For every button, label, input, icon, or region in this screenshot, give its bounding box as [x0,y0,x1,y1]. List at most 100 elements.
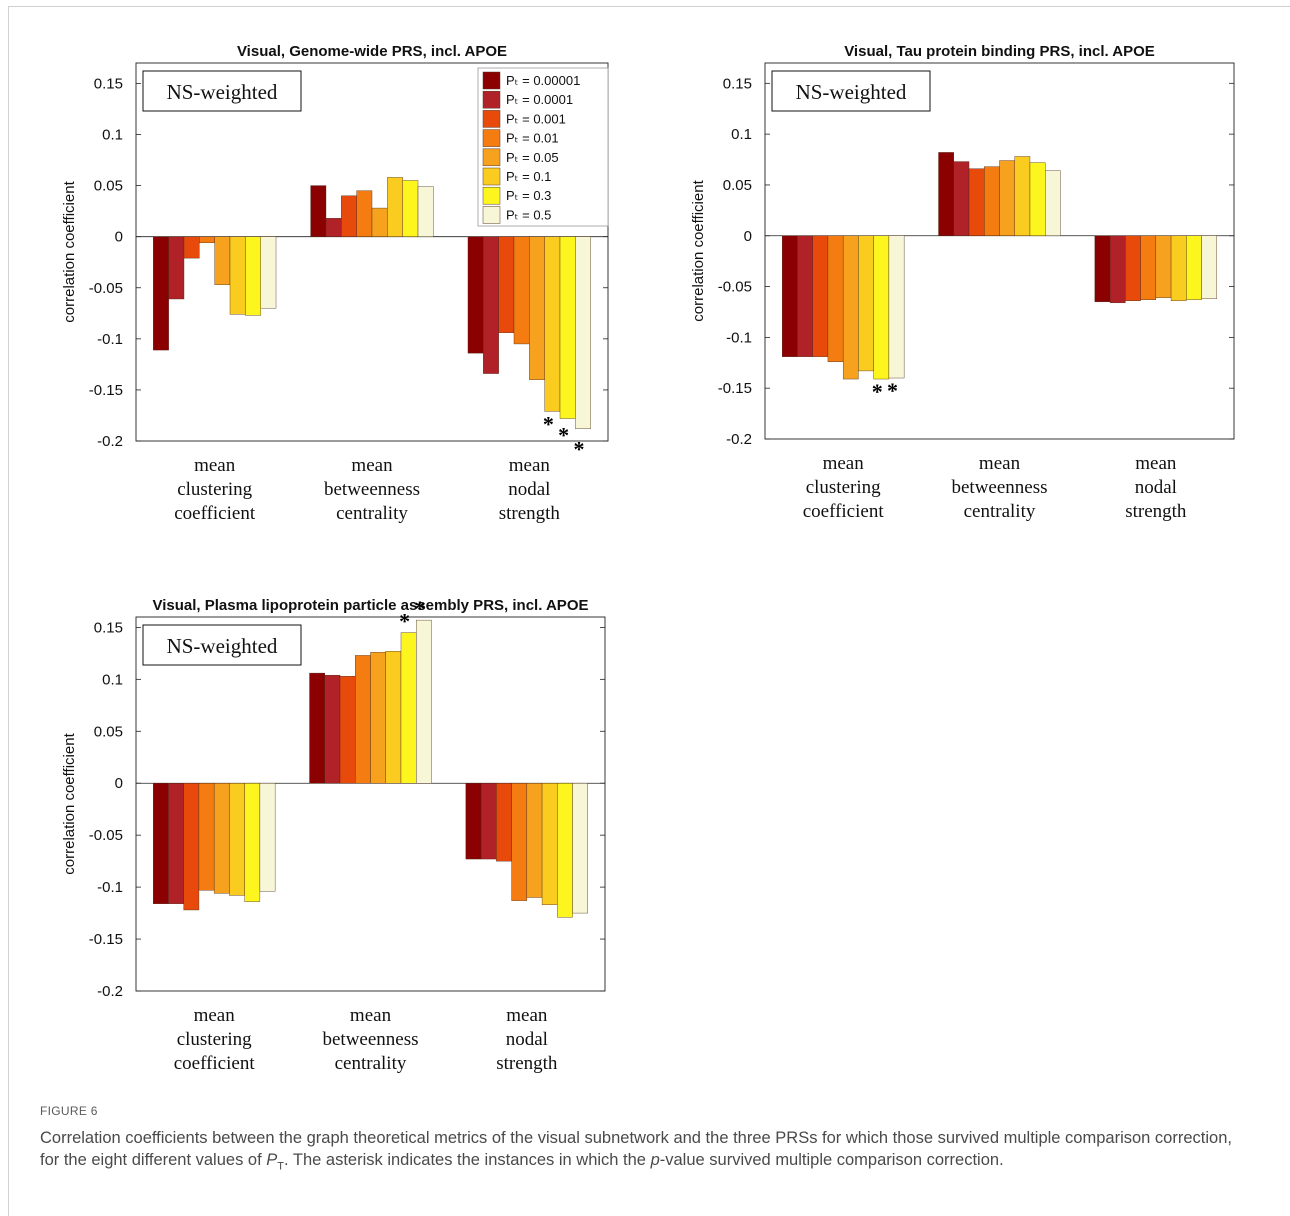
bar [370,652,386,784]
y-axis-label: correlation coefficient [61,180,78,322]
caption-text-after: -value survived multiple comparison corr… [659,1151,1004,1169]
ns-weighted-badge [771,70,931,112]
y-axis-label: correlation coefficient [61,732,78,874]
bar [199,236,215,244]
bar [417,186,434,237]
bar [1094,235,1111,303]
bar [557,783,573,918]
y-tick-label: 0.15 [94,619,123,636]
bar [371,207,388,237]
significance-asterisk: * [399,609,410,634]
bar [325,218,342,237]
bar [214,236,231,285]
bar [152,783,169,904]
bar [1186,235,1202,300]
y-tick-label: 0 [115,775,123,792]
y-tick-label: -0.1 [97,331,123,348]
bar [480,783,497,860]
caption-p-italic: p [650,1151,660,1169]
category-label: strength [499,503,561,524]
bar [260,236,277,309]
significance-asterisk: * [872,379,883,404]
bar [1045,170,1061,236]
category-label: strength [496,1053,558,1074]
y-tick-label: 0.15 [94,75,123,92]
bar [781,235,798,357]
caption-pt-symbol: PT [266,1151,285,1173]
bar [797,235,813,357]
bar [529,236,545,380]
y-tick-label: 0.05 [94,178,123,195]
y-tick-label: -0.2 [97,983,123,1000]
bar [355,655,371,784]
caption-text-mid: . The asterisk indicates the instances i… [284,1151,651,1169]
bar [1140,235,1157,300]
bar [526,783,543,898]
legend-label: Pₜ = 0.01 [506,131,559,146]
category-label: clustering [177,479,252,500]
ns-weighted-badge [142,70,302,112]
caption-pt-main: P [266,1151,278,1169]
ns-weighted-badge-label: NS-weighted [167,634,278,658]
legend-swatch [482,129,501,147]
bar [341,195,357,237]
bar [229,236,246,315]
bar [213,783,230,894]
y-tick-label: -0.05 [89,280,123,297]
y-tick-label: 0.1 [731,126,752,143]
bar [1170,235,1187,301]
category-label: betweenness [951,477,1047,498]
bar [999,160,1015,236]
bar [229,783,245,896]
y-tick-label: -0.2 [726,431,752,448]
bar [324,674,341,784]
bar [511,783,528,901]
ns-weighted-badge [142,624,302,666]
y-tick-label: 0.05 [94,723,123,740]
category-label: coefficient [803,501,885,522]
legend-label: Pₜ = 0.00001 [506,73,580,88]
significance-asterisk: * [414,596,425,621]
bar [183,783,200,911]
bar [888,235,905,379]
bar [938,152,954,236]
bar [400,632,417,784]
category-label: centrality [964,501,1036,522]
legend-label: Pₜ = 0.001 [506,111,566,126]
bar [559,236,576,419]
bar [168,783,184,904]
legend-swatch [482,90,501,109]
bar [873,235,890,380]
chart-genome-wide: Visual, Genome-wide PRS, incl. APOE 0.15 0… [61,43,609,524]
chart-plasma-lipoprotein: Visual, Plasma lipoprotein particle asse… [61,596,606,1074]
bar [827,235,844,362]
category-label: clustering [177,1029,252,1050]
category-label: mean [979,453,1021,474]
legend-label: Pₜ = 0.1 [506,169,551,184]
figure-caption: Correlation coefficients between the gra… [40,1127,1250,1177]
bar [1029,162,1046,236]
y-tick-label: 0.1 [102,127,123,144]
chart-title: Visual, Plasma lipoprotein particle asse… [153,597,589,614]
category-label: mean [506,1005,548,1026]
category-label: coefficient [174,503,256,524]
bar [541,783,558,905]
category-label: nodal [508,479,550,500]
bar [310,185,327,237]
category-label: coefficient [174,1053,256,1074]
y-tick-label: -0.2 [97,433,123,450]
bar [465,783,482,860]
bar [309,672,325,784]
bar [467,236,484,354]
y-tick-label: 0 [744,228,752,245]
bar [245,236,261,316]
legend-label: Pₜ = 0.05 [506,150,559,165]
category-label: mean [194,1005,236,1026]
caption-pt-sub: T [277,1160,285,1173]
bar [385,651,402,784]
legend-swatch [482,186,501,205]
category-label: mean [823,453,865,474]
y-axis-label: correlation coefficient [690,179,707,321]
category-label: mean [509,455,551,476]
legend-swatch [482,110,501,128]
